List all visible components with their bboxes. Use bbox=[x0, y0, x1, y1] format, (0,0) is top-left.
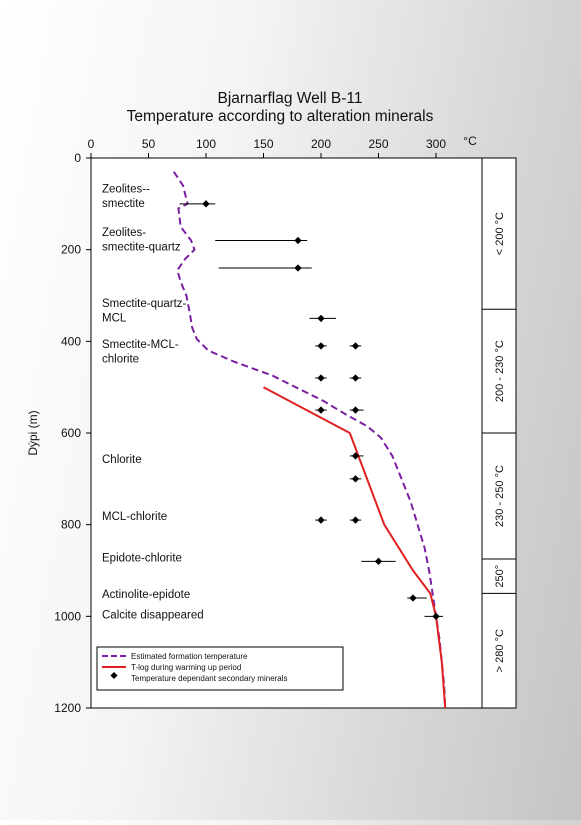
y-tick-label: 800 bbox=[61, 518, 81, 532]
x-tick-label: 200 bbox=[311, 137, 331, 151]
mineral-label: Zeolites-- bbox=[102, 183, 150, 195]
x-tick-label: 150 bbox=[253, 137, 273, 151]
x-axis: 0 50 100 150 200 250 300 bbox=[88, 137, 447, 158]
x-axis-label: °C bbox=[463, 134, 477, 148]
x-tick-label: 0 bbox=[88, 137, 95, 151]
zone-label: 230 - 250 °C bbox=[494, 465, 506, 527]
legend-label-tlog: T-log during warming up period bbox=[131, 663, 241, 672]
zone-label: 200 - 230 °C bbox=[494, 340, 506, 402]
mineral-label: smectite bbox=[102, 198, 145, 210]
zone-label: 250° bbox=[494, 565, 506, 588]
mineral-label: Actinolite-epidote bbox=[102, 589, 190, 601]
zone-label: > 280 °C bbox=[494, 629, 506, 672]
zone-label: < 200 °C bbox=[494, 212, 506, 255]
mineral-label: MCL-chlorite bbox=[102, 511, 167, 523]
mineral-label: MCL bbox=[102, 312, 127, 324]
chart-subtitle: Temperature according to alteration mine… bbox=[127, 108, 434, 125]
x-tick-label: 100 bbox=[196, 137, 216, 151]
x-tick-label: 300 bbox=[426, 137, 446, 151]
y-axis: 0 200 400 600 800 1000 1200 bbox=[54, 151, 91, 715]
mineral-label: Smectite-MCL- bbox=[102, 339, 179, 351]
mineral-label: Zeolites- bbox=[102, 227, 146, 239]
legend: Estimated formation temperature T-log du… bbox=[97, 647, 343, 690]
y-tick-label: 0 bbox=[74, 151, 81, 165]
mineral-label: smectite-quartz bbox=[102, 241, 181, 253]
x-tick-label: 50 bbox=[142, 137, 156, 151]
x-tick-label: 250 bbox=[368, 137, 388, 151]
y-axis-label: Dýpi (m) bbox=[26, 410, 40, 455]
mineral-label: Epidote-chlorite bbox=[102, 552, 182, 564]
y-tick-label: 600 bbox=[61, 426, 81, 440]
mineral-label: Chlorite bbox=[102, 454, 142, 466]
chart-title: Bjarnarflag Well B-11 bbox=[217, 90, 362, 107]
legend-label-minerals: Temperature dependant secondary minerals bbox=[131, 674, 288, 683]
mineral-label: Smectite-quartz- bbox=[102, 298, 187, 310]
y-tick-label: 1000 bbox=[54, 609, 81, 623]
y-tick-label: 200 bbox=[61, 243, 81, 257]
y-tick-label: 1200 bbox=[54, 701, 81, 715]
mineral-label: Calcite disappeared bbox=[102, 610, 204, 622]
y-tick-label: 400 bbox=[61, 334, 81, 348]
legend-label-estimated: Estimated formation temperature bbox=[131, 652, 248, 661]
mineral-label: chlorite bbox=[102, 354, 139, 366]
